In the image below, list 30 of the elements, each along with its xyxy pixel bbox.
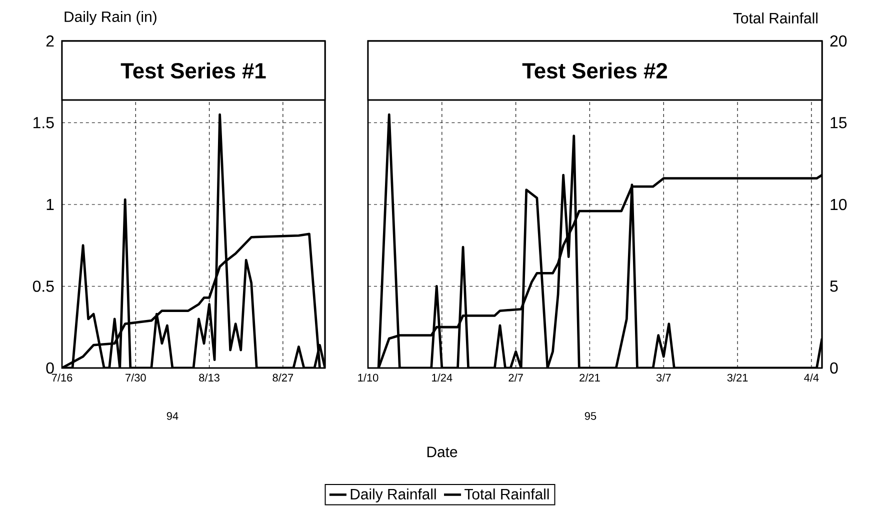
x-tick-label: 2/7 (508, 374, 523, 382)
x-tick-label: 1/24 (432, 374, 452, 382)
text: 95 (584, 412, 596, 420)
y-tick-label: 1.5 (34, 117, 54, 128)
text: Test Series #1 (120, 62, 266, 79)
y2-tick-label: 20 (830, 35, 847, 47)
text: 94 (166, 412, 178, 420)
x-tick-label: 3/7 (656, 374, 671, 382)
y2-tick-label: 0 (830, 362, 838, 374)
x-tick-label: 7/30 (126, 374, 146, 382)
legend-label: Total Rainfall (464, 488, 549, 500)
y2-tick-label: 5 (830, 280, 838, 292)
y-tick-label: 0.5 (32, 280, 54, 292)
y-tick-label: 0 (46, 362, 54, 374)
x-tick-label: 4/4 (804, 374, 819, 382)
x-tick-label: 7/16 (52, 374, 72, 382)
y-axis-title: Daily Rain (in) (64, 11, 156, 25)
y-tick-label: 2 (46, 35, 54, 47)
x-axis-title: Date (427, 446, 458, 458)
y2-tick-label: 15 (830, 117, 847, 128)
y-tick-label: 1 (46, 199, 54, 210)
x-tick-label: 2/21 (580, 374, 600, 382)
x-tick-label: 8/13 (199, 374, 220, 382)
x-tick-label: 3/21 (727, 374, 748, 382)
x-tick-label: 8/27 (272, 374, 294, 382)
y2-tick-label: 10 (830, 198, 847, 210)
text: Test Series #2 (522, 62, 668, 79)
x-tick-label: 1/10 (358, 374, 378, 382)
y2-axis-title: Total Rainfall (733, 12, 818, 24)
legend-label: Daily Rainfall (350, 488, 436, 502)
